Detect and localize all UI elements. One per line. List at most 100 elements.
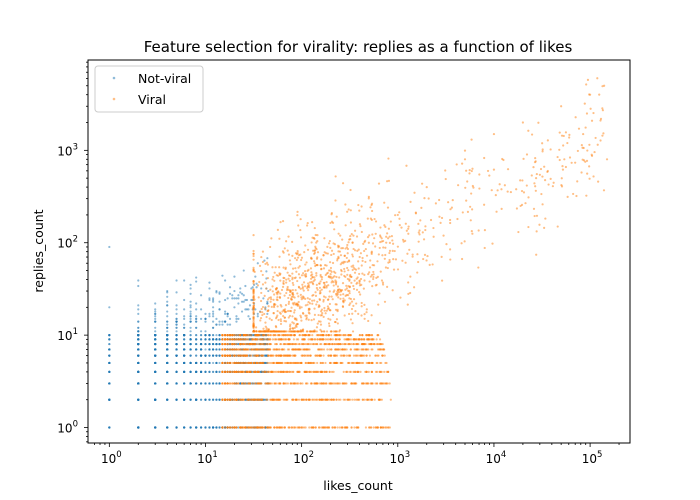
scatter-point-viral-2484: [351, 255, 354, 258]
scatter-point-viral-1958: [334, 292, 338, 296]
scatter-point-viral-831: [362, 361, 365, 365]
scatter-point-viral-2917: [273, 305, 276, 309]
scatter-point-viral-593: [328, 370, 331, 373]
scatter-point-viral-2162: [325, 309, 328, 312]
scatter-point-viral-2365: [265, 287, 268, 290]
scatter-point-viral-2299: [311, 281, 314, 285]
scatter-point-viral-2872: [316, 240, 319, 243]
scatter-point-not-viral-1599: [237, 294, 240, 297]
scatter-point-viral-231: [351, 398, 354, 401]
scatter-point-not-viral-1688: [137, 279, 140, 282]
scatter-point-viral-2833: [597, 180, 600, 183]
scatter-point-viral-6: [372, 426, 375, 429]
scatter-point-not-viral-1525: [183, 315, 186, 318]
scatter-point-viral-2144: [360, 264, 363, 267]
scatter-point-viral-2367: [372, 270, 375, 274]
scatter-point-viral-2602: [464, 186, 467, 189]
scatter-point-viral-3024: [276, 293, 279, 296]
scatter-point-viral-2607: [527, 225, 530, 229]
scatter-point-viral-2883: [287, 296, 290, 300]
scatter-point-not-viral-1715: [204, 330, 207, 333]
scatter-point-viral-1768: [226, 334, 229, 337]
scatter-point-viral-2420: [311, 299, 314, 302]
scatter-point-viral-2998: [534, 189, 537, 192]
scatter-point-viral-1659: [343, 334, 347, 337]
scatter-point-viral-2868: [252, 311, 255, 314]
scatter-point-viral-2938: [306, 282, 310, 285]
scatter-point-viral-3112: [603, 84, 606, 87]
scatter-point-viral-2983: [306, 221, 309, 225]
scatter-point-viral-1235: [239, 348, 242, 351]
scatter-point-viral-2101: [271, 278, 274, 281]
scatter-point-viral-2915: [290, 298, 293, 301]
scatter-point-viral-1422: [245, 342, 249, 346]
scatter-point-viral-318: [335, 398, 338, 401]
scatter-point-not-viral-1573: [244, 298, 247, 302]
scatter-point-viral-919: [235, 354, 238, 357]
scatter-point-viral-3078: [297, 254, 301, 257]
scatter-point-viral-151: [288, 426, 291, 429]
legend-box: [94, 65, 204, 113]
scatter-point-viral-505: [382, 382, 385, 385]
scatter-point-not-viral-1576: [266, 312, 269, 315]
scatter-point-not-viral-1685: [250, 298, 253, 302]
scatter-point-viral-1907: [320, 310, 323, 313]
scatter-point-not-viral-577: [183, 370, 186, 373]
scatter-point-viral-2849: [252, 301, 255, 304]
scatter-point-viral-2981: [444, 169, 447, 172]
scatter-point-viral-604: [274, 370, 277, 373]
scatter-point-not-viral-1702: [137, 320, 140, 323]
scatter-point-viral-2002: [301, 283, 304, 286]
scatter-point-viral-2209: [398, 217, 401, 220]
scatter-point-viral-2121: [371, 263, 374, 267]
scatter-point-viral-2409: [370, 250, 373, 253]
scatter-point-viral-2522: [258, 264, 262, 267]
scatter-point-viral-2549: [496, 189, 499, 192]
scatter-point-viral-2851: [530, 174, 533, 177]
scatter-point-viral-157: [353, 426, 356, 429]
scatter-point-viral-2459: [451, 199, 454, 202]
scatter-point-viral-1707: [306, 334, 309, 337]
scatter-point-viral-1040: [224, 354, 227, 357]
scatter-point-not-viral-1186: [199, 342, 203, 346]
scatter-point-viral-1433: [291, 342, 294, 346]
scatter-point-not-viral-1547: [189, 287, 192, 290]
scatter-point-not-viral-1678: [166, 320, 169, 323]
scatter-point-not-viral-1637: [231, 297, 234, 300]
scatter-point-not-viral-1295: [166, 338, 169, 341]
scatter-point-viral-2220: [383, 224, 386, 227]
scatter-point-not-viral-1520: [215, 317, 218, 320]
scatter-point-viral-2760: [252, 258, 255, 261]
scatter-point-viral-2303: [318, 282, 321, 285]
scatter-point-viral-1763: [237, 334, 240, 337]
scatter-point-viral-2956: [370, 203, 373, 207]
scatter-point-viral-3017: [568, 156, 572, 159]
scatter-point-not-viral-1519: [239, 291, 242, 294]
scatter-point-viral-288: [233, 398, 236, 401]
scatter-point-viral-2140: [319, 273, 322, 277]
scatter-point-viral-1241: [237, 348, 240, 351]
scatter-point-not-viral-1723: [189, 292, 192, 295]
scatter-point-viral-1614: [371, 338, 374, 341]
scatter-point-viral-2856: [311, 276, 314, 279]
scatter-point-viral-2786: [323, 309, 326, 312]
scatter-point-viral-1884: [315, 286, 318, 290]
scatter-point-viral-3101: [271, 361, 274, 365]
scatter-point-viral-2721: [342, 297, 345, 300]
scatter-point-viral-2796: [336, 259, 339, 262]
scatter-point-viral-1922: [596, 77, 599, 80]
scatter-point-viral-1402: [373, 342, 376, 346]
scatter-point-viral-2785: [366, 217, 369, 220]
scatter-point-viral-378: [242, 382, 245, 385]
scatter-point-viral-2548: [563, 158, 566, 161]
scatter-point-viral-1454: [271, 338, 274, 341]
scatter-point-viral-2814: [533, 214, 536, 218]
scatter-point-viral-1537: [334, 338, 337, 341]
scatter-point-not-viral-1586: [240, 300, 244, 303]
scatter-point-viral-888: [356, 361, 359, 365]
scatter-point-not-viral-1446: [204, 334, 207, 337]
scatter-point-viral-1997: [328, 290, 331, 293]
scatter-point-viral-2179: [374, 232, 377, 235]
scatter-point-viral-1588: [250, 338, 253, 341]
scatter-point-viral-179: [283, 426, 286, 429]
